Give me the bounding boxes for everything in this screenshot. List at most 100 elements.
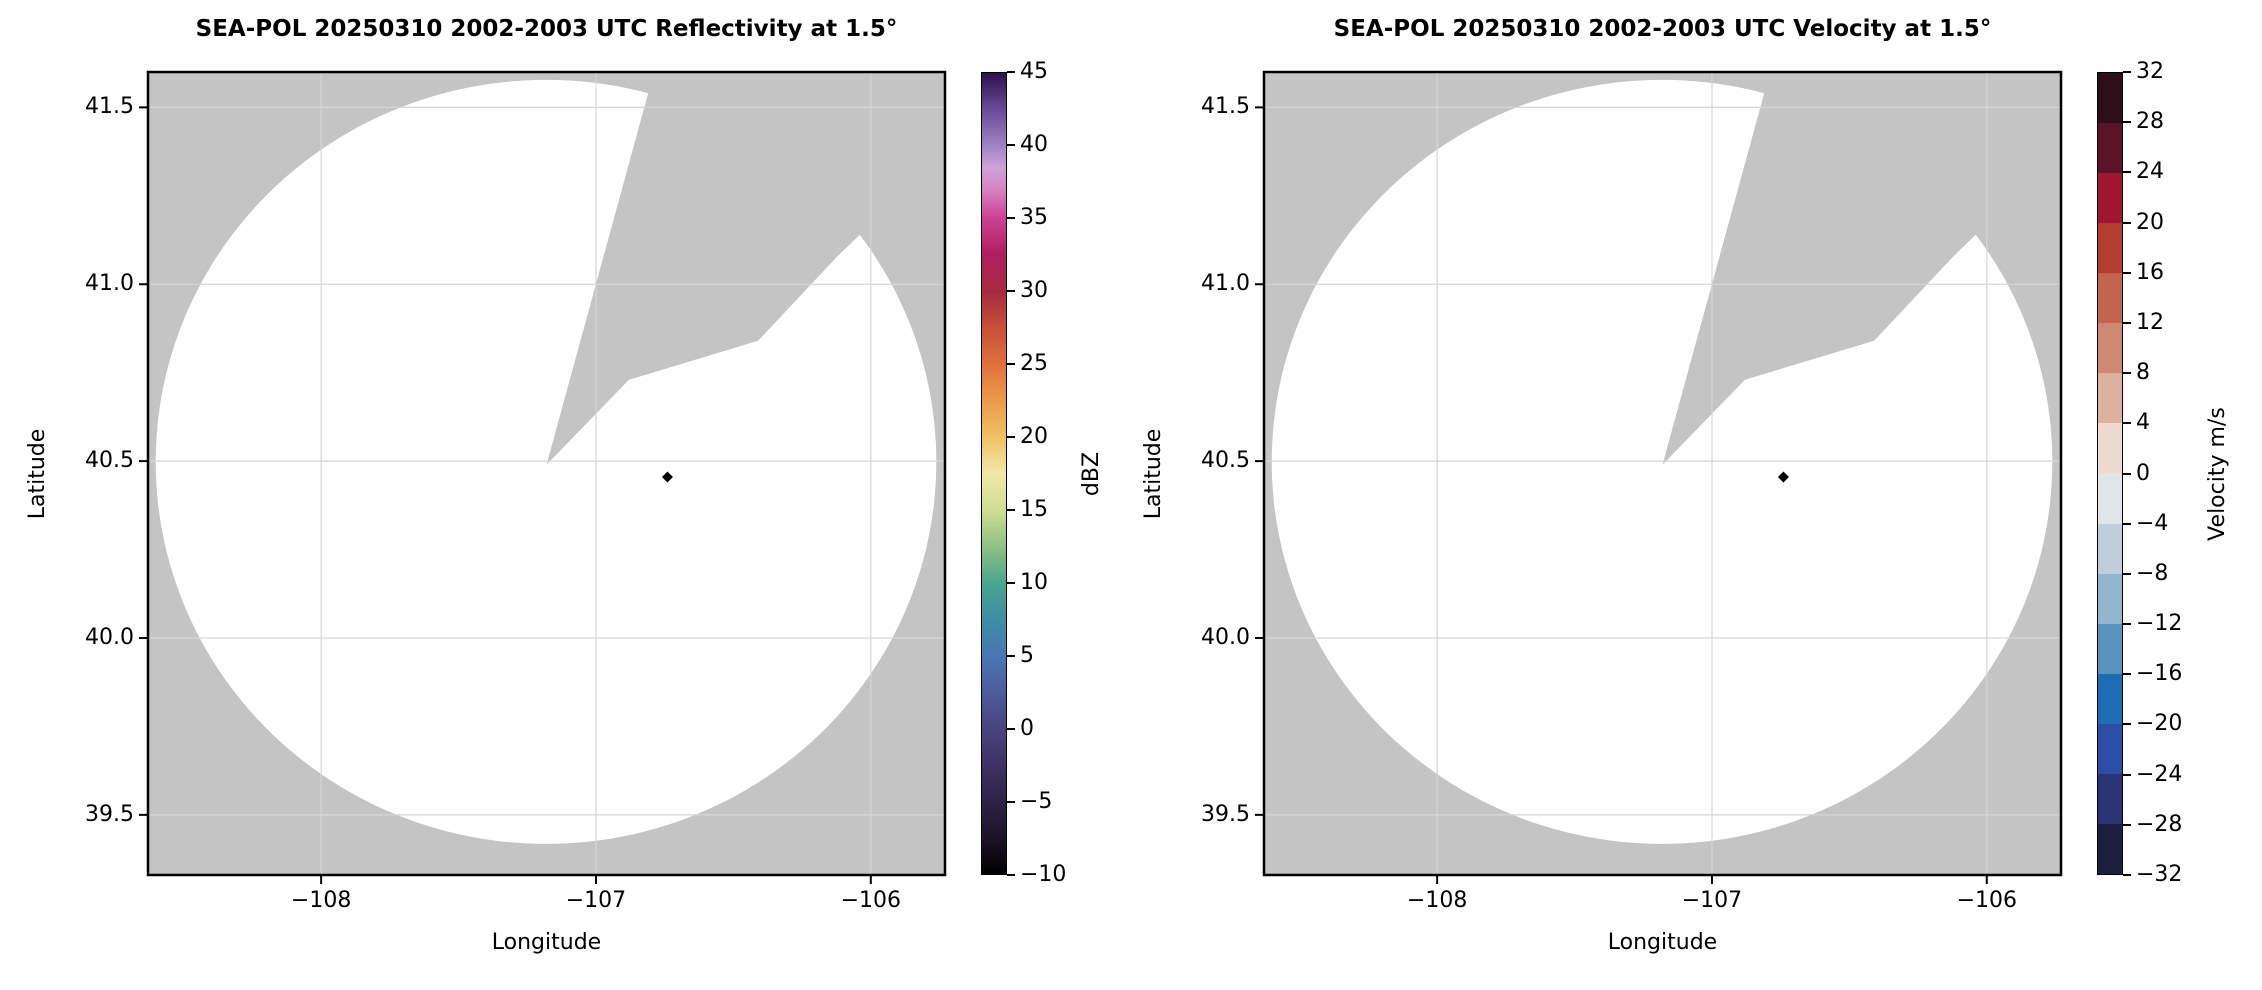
colorbar-unit-label: dBZ: [1079, 451, 1104, 496]
colorbar-tick-label: −8: [2136, 560, 2169, 586]
colorbar-tick-label: −16: [2136, 661, 2183, 687]
colorbar-tick-mark: [2123, 472, 2131, 475]
colorbar-tick-mark: [2123, 773, 2131, 776]
x-tick-label: −106: [840, 888, 901, 913]
colorbar-segment: [2098, 323, 2122, 374]
panel-title: SEA-POL 20250310 2002-2003 UTC Velocity …: [1333, 16, 1992, 42]
x-axis-label: Longitude: [1607, 930, 1718, 955]
colorbar-tick-label: −24: [2136, 761, 2183, 787]
colorbar-tick-mark: [1007, 728, 1015, 730]
colorbar-tick-mark: [1007, 509, 1015, 511]
colorbar-tick-mark: [1007, 801, 1015, 803]
colorbar-segment: [2098, 773, 2122, 824]
colorbar-segment: [2098, 673, 2122, 724]
y-tick-label: 40.5: [85, 448, 134, 474]
colorbar-unit-label: Velocity m/s: [2205, 406, 2230, 541]
colorbar-segment: [2098, 623, 2122, 674]
colorbar-tick-mark: [1007, 71, 1015, 73]
colorbar-tick-mark: [2123, 372, 2131, 375]
colorbar-tick-mark: [1007, 363, 1015, 365]
colorbar-tick-label: 35: [1020, 205, 1048, 230]
colorbar-segment: [2098, 473, 2122, 524]
y-tick-label: 41.0: [85, 271, 134, 297]
colorbar-segment: [2098, 223, 2122, 274]
colorbar-tick-label: 32: [2136, 59, 2164, 84]
x-tick-label: −107: [1681, 888, 1743, 913]
colorbar-tick-mark: [1007, 290, 1015, 292]
colorbar-tick-mark: [2123, 321, 2131, 324]
x-tick-label: −106: [1956, 888, 2017, 913]
site-marker-diamond: [661, 471, 673, 483]
site-marker-diamond: [1777, 471, 1789, 483]
y-tick-label: 41.5: [1201, 94, 1250, 120]
colorbar-tick-label: 8: [2136, 360, 2150, 386]
y-axis-label: Latitude: [1141, 428, 1166, 519]
colorbar-tick-mark: [2123, 121, 2131, 124]
colorbar-segment: [2098, 823, 2122, 874]
colorbar-tick-mark: [1007, 582, 1015, 584]
x-tick-label: −108: [290, 888, 352, 913]
colorbar-tick-label: 4: [2136, 410, 2150, 436]
x-axis-label: Longitude: [491, 930, 602, 955]
plot-border: [1262, 70, 2063, 877]
y-tick-label: 40.0: [85, 624, 134, 650]
velocity-m-s-colorbar: [2097, 72, 2123, 875]
colorbar-tick-label: 0: [1020, 716, 1034, 741]
x-tick-label: −108: [1406, 888, 1468, 913]
y-tick-label: 41.5: [85, 94, 134, 120]
colorbar-segment: [2098, 373, 2122, 424]
colorbar-segment: [2098, 173, 2122, 224]
colorbar-tick-label: −32: [2136, 862, 2183, 887]
colorbar-tick-label: −28: [2136, 811, 2183, 837]
colorbar-segment: [2098, 123, 2122, 174]
plot-border: [146, 70, 947, 877]
colorbar-segment: [2098, 423, 2122, 474]
scanned-region: [1271, 79, 2053, 844]
colorbar-tick-mark: [2123, 623, 2131, 626]
colorbar-tick-mark: [1007, 217, 1015, 219]
y-tick-label: 40.5: [1201, 448, 1250, 474]
colorbar-tick-label: 10: [1020, 570, 1048, 595]
y-tick-label: 39.5: [1201, 801, 1250, 827]
colorbar-segment: [2098, 723, 2122, 774]
colorbar-tick-label: 20: [1020, 424, 1048, 449]
colorbar-tick-mark: [2123, 723, 2131, 726]
colorbar-tick-mark: [2123, 221, 2131, 224]
colorbar-tick-mark: [1007, 144, 1015, 146]
colorbar-tick-label: −12: [2136, 611, 2183, 637]
colorbar-tick-mark: [2123, 171, 2131, 174]
colorbar-segment: [2098, 573, 2122, 624]
colorbar-tick-mark: [2123, 572, 2131, 575]
colorbar-tick-label: 40: [1020, 132, 1048, 157]
colorbar-tick-label: −5: [1020, 789, 1053, 814]
dbz-colorbar: [981, 72, 1007, 875]
y-tick-label: 39.5: [85, 801, 134, 827]
y-tick-label: 40.0: [1201, 624, 1250, 650]
colorbar-tick-mark: [1007, 436, 1015, 438]
colorbar-tick-label: 5: [1020, 643, 1034, 668]
ppi-map: [139, 70, 947, 884]
colorbar-tick-label: −20: [2136, 711, 2183, 737]
colorbar-tick-mark: [2123, 874, 2131, 876]
colorbar-tick-label: 12: [2136, 309, 2164, 335]
colorbar-tick-label: 16: [2136, 259, 2164, 285]
colorbar-tick-label: 15: [1020, 497, 1048, 522]
y-axis-label: Latitude: [25, 428, 50, 519]
colorbar-tick-mark: [1007, 655, 1015, 657]
colorbar-segment: [2098, 523, 2122, 574]
colorbar-tick-label: 45: [1020, 59, 1048, 84]
scanned-region: [155, 79, 937, 844]
colorbar-tick-label: 24: [2136, 159, 2164, 185]
colorbar-segment: [2098, 73, 2122, 124]
colorbar-tick-label: 20: [2136, 209, 2164, 235]
colorbar-tick-mark: [2123, 271, 2131, 274]
colorbar-tick-mark: [1007, 874, 1015, 876]
colorbar-tick-label: 0: [2136, 460, 2150, 486]
colorbar-tick-label: 30: [1020, 278, 1048, 303]
colorbar-tick-mark: [2123, 823, 2131, 826]
ppi-map: [1255, 70, 2063, 884]
x-tick-label: −107: [565, 888, 627, 913]
colorbar-tick-mark: [2123, 673, 2131, 676]
colorbar-tick-label: 28: [2136, 109, 2164, 135]
